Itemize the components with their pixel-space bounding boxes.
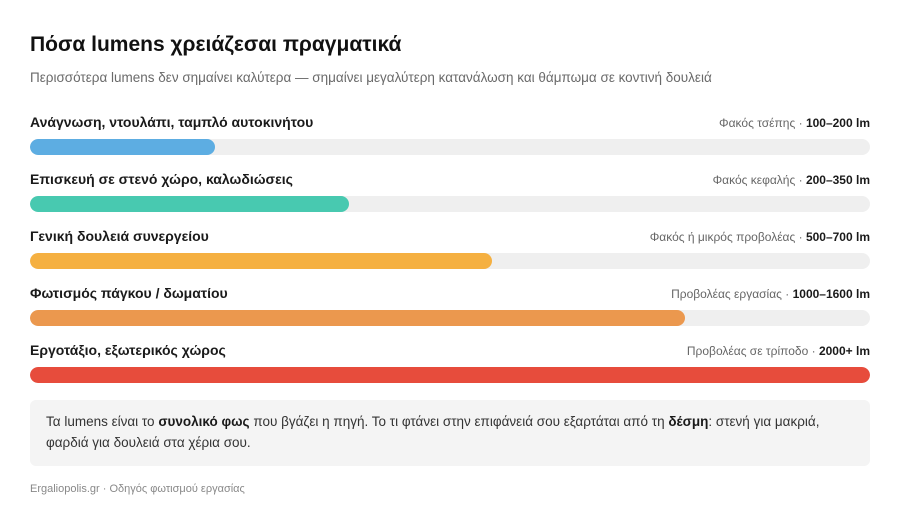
footer-credit: Ergaliopolis.gr · Οδηγός φωτισμού εργασί…: [30, 483, 245, 495]
bar-label: Γενική δουλειά συνεργείου: [30, 228, 209, 244]
separator: ·: [795, 173, 806, 187]
bar-info: Φακός κεφαλής · 200–350 lm: [713, 173, 870, 187]
note-text-3: : στενή για μακριά, φαρδιά για δουλειά σ…: [46, 414, 820, 450]
chart-row: Ανάγνωση, ντουλάπι, ταμπλό αυτοκινήτου Φα…: [30, 112, 870, 169]
separator: ·: [781, 287, 793, 301]
device-label: Φακός τσέπης: [719, 116, 796, 130]
lumens-value: 100–200 lm: [805, 116, 870, 130]
bar-label: Εργοτάξιο, εξωτερικός χώρος: [30, 342, 226, 358]
separator: ·: [808, 344, 819, 358]
bar-track: [30, 253, 870, 269]
info-note: Τα lumens είναι το συνολικό φως που βγάζ…: [30, 400, 870, 466]
bar-fill: [30, 253, 492, 269]
bar-info: Προβολέας σε τρίποδο · 2000+ lm: [687, 344, 870, 358]
page-title: Πόσα lumens χρειάζεσαι πραγματικά: [30, 33, 402, 56]
bar-info: Προβολέας εργασίας · 1000–1600 lm: [671, 287, 870, 301]
note-text-2: που βγάζει η πηγή. Το τι φτάνει στην επι…: [249, 414, 669, 429]
bar-label: Φωτισμός πάγκου / δωματίου: [30, 285, 228, 301]
device-label: Προβολέας εργασίας: [671, 287, 782, 301]
lumens-value: 200–350 lm: [805, 173, 870, 187]
lumens-chart: Ανάγνωση, ντουλάπι, ταμπλό αυτοκινήτου Φα…: [30, 112, 870, 397]
note-text-1: Τα lumens είναι το: [46, 414, 159, 429]
bar-info: Φακός τσέπης · 100–200 lm: [719, 116, 870, 130]
lumens-value: 500–700 lm: [805, 230, 870, 244]
bar-fill: [30, 139, 215, 155]
bar-track: [30, 367, 870, 383]
separator: ·: [795, 230, 806, 244]
note-bold-1: συνολικό φως: [158, 414, 250, 429]
device-label: Προβολέας σε τρίποδο: [686, 344, 809, 358]
chart-row: Γενική δουλειά συνεργείου Φακός ή μικρός …: [30, 226, 870, 283]
bar-info: Φακός ή μικρός προβολέας · 500–700 lm: [650, 230, 870, 244]
bar-track: [30, 139, 870, 155]
device-label: Φακός ή μικρός προβολέας: [649, 230, 796, 244]
bar-fill: [30, 367, 870, 383]
device-label: Φακός κεφαλής: [712, 173, 796, 187]
bar-fill: [30, 310, 685, 326]
lumens-value: 1000–1600 lm: [792, 287, 870, 301]
page-subtitle: Περισσότερα lumens δεν σημαίνει καλύτερα…: [30, 70, 712, 85]
lumens-value: 2000+ lm: [818, 344, 870, 358]
chart-row: Φωτισμός πάγκου / δωματίου Προβολέας εργα…: [30, 283, 870, 340]
bar-label: Ανάγνωση, ντουλάπι, ταμπλό αυτοκινήτου: [30, 114, 314, 130]
bar-label: Επισκευή σε στενό χώρο, καλωδιώσεις: [30, 171, 293, 187]
separator: ·: [795, 116, 806, 130]
bar-track: [30, 310, 870, 326]
bar-track: [30, 196, 870, 212]
chart-row: Επισκευή σε στενό χώρο, καλωδιώσεις Φακός…: [30, 169, 870, 226]
chart-row: Εργοτάξιο, εξωτερικός χώρος Προβολέας σε …: [30, 340, 870, 397]
note-bold-2: δέσμη: [668, 414, 709, 429]
bar-fill: [30, 196, 349, 212]
